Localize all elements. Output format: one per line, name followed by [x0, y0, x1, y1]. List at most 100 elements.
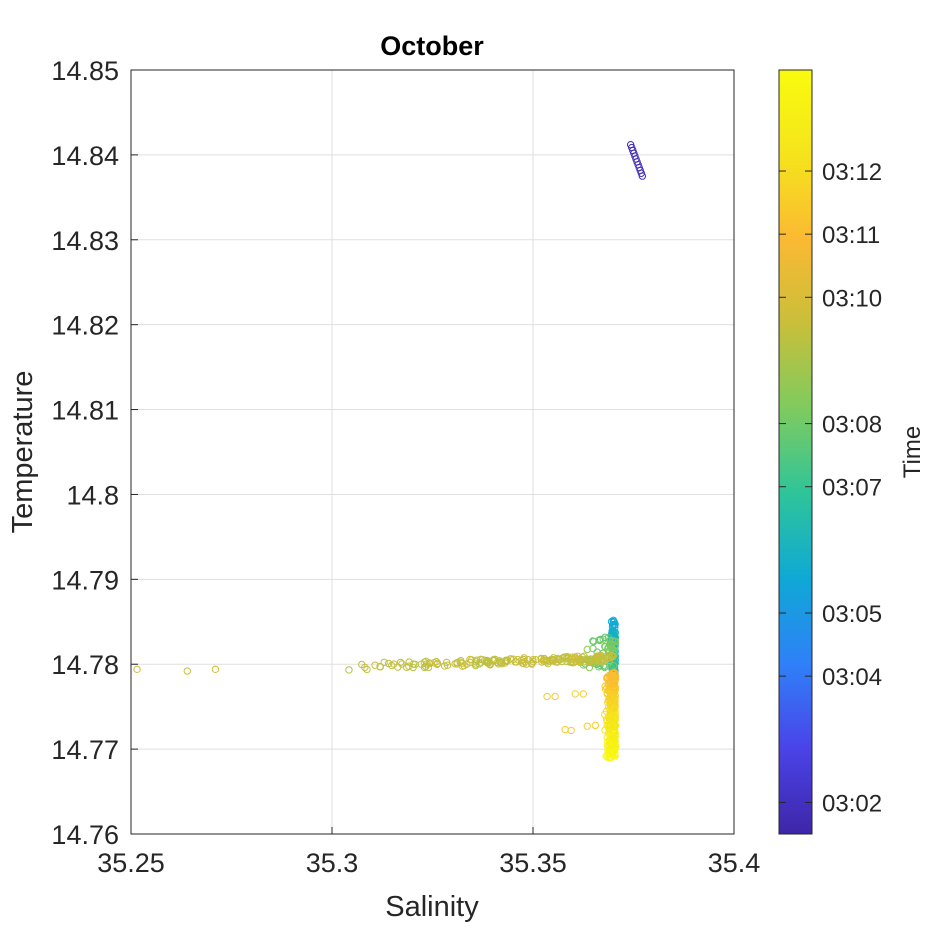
data-point — [420, 663, 429, 672]
data-point — [595, 653, 604, 661]
y-axis-label: Temperature — [7, 371, 39, 534]
data-point — [605, 656, 614, 665]
data-point — [608, 692, 617, 700]
data-point — [611, 638, 619, 646]
data-point — [563, 653, 571, 661]
data-point — [571, 690, 579, 698]
data-point — [583, 722, 591, 730]
data-point — [440, 662, 449, 670]
data-point — [611, 729, 619, 738]
data-point — [587, 657, 596, 665]
colorbar-tick-label: 03:05 — [822, 601, 882, 628]
data-point — [605, 651, 613, 659]
data-point — [371, 661, 379, 669]
y-tick-label: 14.85 — [51, 56, 119, 86]
data-point — [380, 658, 388, 667]
data-point — [556, 656, 564, 664]
y-tick-label: 14.83 — [51, 226, 119, 256]
data-point — [504, 656, 512, 665]
y-tick-label: 14.81 — [51, 396, 119, 426]
data-point — [409, 663, 417, 672]
colorbar-tick-label: 03:08 — [822, 412, 882, 439]
x-axis-label: Salinity — [385, 891, 479, 923]
colorbar-tick-label: 03:02 — [822, 790, 882, 817]
data-point — [582, 655, 590, 664]
data-point — [609, 678, 618, 686]
data-point — [609, 629, 617, 637]
data-point — [601, 642, 609, 651]
y-tick-label: 14.8 — [66, 480, 119, 510]
data-point — [610, 684, 618, 692]
plot-frame — [130, 69, 735, 835]
data-point — [376, 663, 384, 671]
data-point — [345, 666, 353, 674]
data-point — [607, 674, 615, 682]
data-point — [489, 656, 497, 665]
colorbar-label: Time — [899, 426, 926, 478]
data-point — [543, 692, 551, 701]
data-point — [596, 652, 605, 661]
data-point — [443, 661, 452, 669]
data-point — [607, 739, 616, 748]
data-point — [496, 658, 504, 666]
data-point — [544, 659, 552, 668]
data-point — [420, 658, 429, 666]
data-point — [551, 692, 559, 701]
data-point — [579, 656, 587, 664]
data-point — [611, 642, 619, 651]
data-point — [610, 637, 619, 645]
data-point — [393, 663, 402, 671]
y-tick-label: 14.79 — [51, 565, 119, 595]
data-point — [405, 658, 413, 666]
data-point — [610, 749, 618, 758]
data-point — [512, 658, 520, 666]
data-point — [471, 661, 480, 670]
data-point — [609, 696, 617, 704]
data-point — [609, 714, 617, 723]
data-point — [363, 665, 371, 674]
y-tick-label: 14.77 — [51, 735, 119, 765]
y-axis-ticks: 14.76 14.77 14.78 14.79 14.8 14.81 14.82 14.83 1… — [51, 56, 138, 850]
data-point — [610, 701, 618, 709]
data-point — [529, 655, 537, 664]
data-point — [583, 645, 592, 654]
data-point — [385, 659, 393, 668]
data-point — [458, 659, 466, 667]
data-point — [638, 172, 647, 180]
colorbar-tick-label: 03:12 — [822, 159, 882, 186]
x-axis-ticks: 35.25 35.3 35.35 35.4 — [97, 827, 760, 878]
data-point — [610, 733, 619, 742]
y-tick-label: 14.84 — [51, 141, 119, 171]
plot-area — [131, 70, 734, 834]
y-tick-label: 14.76 — [51, 820, 119, 850]
data-point — [211, 665, 220, 674]
x-tick-label: 35.25 — [97, 848, 165, 878]
data-point — [133, 665, 141, 674]
data-point — [183, 667, 191, 675]
data-point — [451, 660, 459, 668]
data-point — [611, 722, 619, 730]
data-point — [453, 658, 461, 667]
colorbar-tick-label: 03:04 — [822, 664, 882, 691]
data-point — [603, 751, 611, 760]
data-point — [475, 660, 484, 668]
colorbar-ticks: 03:02 03:04 03:05 03:07 03:08 03:10 03:11 03:12 — [779, 159, 882, 817]
data-point — [405, 662, 413, 670]
data-points — [133, 141, 647, 762]
data-point — [433, 659, 442, 668]
data-point — [484, 658, 493, 667]
data-point — [589, 644, 597, 653]
data-point — [537, 655, 545, 663]
data-point — [610, 674, 618, 682]
data-point — [501, 657, 510, 665]
data-point — [610, 621, 619, 630]
data-point — [409, 660, 418, 668]
colorbar-tick-label: 03:11 — [822, 222, 880, 249]
data-point — [571, 654, 580, 663]
y-tick-label: 14.78 — [51, 650, 119, 680]
chart-title: October — [380, 31, 484, 61]
y-tick-label: 14.82 — [51, 311, 119, 341]
data-point — [361, 663, 369, 672]
data-point — [591, 721, 600, 730]
